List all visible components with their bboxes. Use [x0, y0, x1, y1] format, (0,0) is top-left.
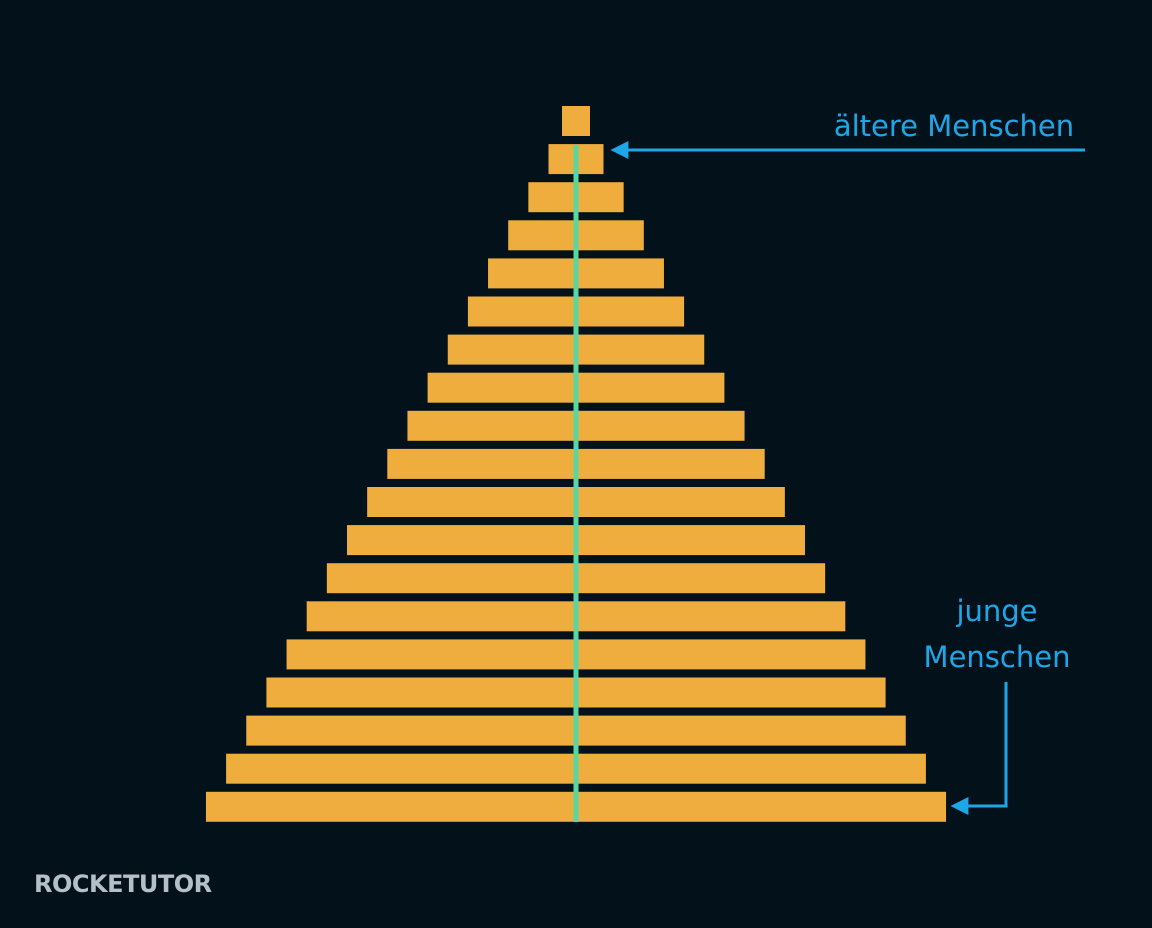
arrow-young [950, 682, 1008, 815]
logo: ROCKETUTOR [34, 870, 212, 898]
label-young: junge [955, 594, 1037, 628]
label-old: ältere Menschen [834, 109, 1074, 143]
age-bar [562, 106, 590, 136]
label-young: Menschen [924, 640, 1071, 674]
